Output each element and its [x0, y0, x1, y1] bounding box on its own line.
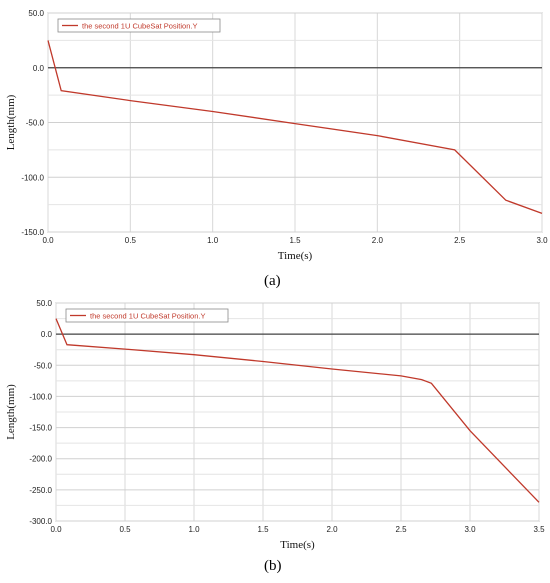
- x-tick-label: 2.0: [372, 236, 384, 245]
- x-tick-label: 0.5: [125, 236, 137, 245]
- x-tick-label: 1.0: [207, 236, 219, 245]
- y-tick-label: -50.0: [26, 119, 45, 128]
- legend-label: the second 1U CubeSat Position.Y: [82, 22, 198, 31]
- y-axis-title: Length(mm): [5, 384, 17, 440]
- legend-label: the second 1U CubeSat Position.Y: [90, 312, 206, 321]
- line-chart-b: 0.0 0.5 1.0 1.5 2.0 2.5 3.0 3.5 50.0 0.0 -50.0 -100…: [5, 300, 545, 551]
- y-tick-label: -100.0: [21, 173, 44, 182]
- legend-box: [65, 308, 229, 323]
- y-tick-label: -150.0: [21, 228, 44, 237]
- y-tick-label: -150.0: [29, 424, 52, 433]
- x-tick-label: 3.5: [533, 525, 545, 534]
- series-line: [55, 318, 540, 503]
- x-tick-label: 1.0: [188, 525, 200, 534]
- y-axis-title: Length(mm): [5, 94, 17, 150]
- y-tick-label: 50.0: [28, 9, 44, 18]
- caption-b: (b): [264, 558, 282, 574]
- y-tick-label: -300.0: [29, 517, 52, 526]
- line-chart-a: 0.0 0.5 1.0 1.5 2.0 2.5 3.0 50.0 0.0 -50.0 -100.0 -…: [5, 9, 548, 262]
- y-tick-label: -250.0: [29, 486, 52, 495]
- x-tick-label: 2.5: [395, 525, 407, 534]
- x-axis-title: Time(s): [278, 250, 313, 262]
- x-tick-label: 3.0: [536, 236, 548, 245]
- x-tick-label: 0.0: [50, 525, 62, 534]
- x-tick-label: 1.5: [257, 525, 269, 534]
- y-tick-label: -100.0: [29, 392, 52, 401]
- y-tick-label: -200.0: [29, 455, 52, 464]
- x-tick-label: 2.0: [326, 525, 338, 534]
- series-line: [47, 40, 543, 215]
- chart-panel-a: 0.0 0.5 1.0 1.5 2.0 2.5 3.0 50.0 0.0 -50.0 -100.0 -…: [5, 9, 548, 289]
- x-axis-title: Time(s): [280, 539, 315, 551]
- y-tick-label: -50.0: [34, 361, 53, 370]
- x-tick-label: 0.0: [42, 236, 54, 245]
- caption-a: (a): [264, 273, 281, 289]
- y-tick-label: 0.0: [33, 64, 45, 73]
- y-tick-label: 50.0: [36, 300, 52, 308]
- x-tick-label: 2.5: [454, 236, 466, 245]
- chart-panel-b: 0.0 0.5 1.0 1.5 2.0 2.5 3.0 3.5 50.0 0.0 -50.0 -100…: [0, 300, 550, 583]
- legend-box: [57, 18, 221, 33]
- x-tick-label: 3.0: [464, 525, 476, 534]
- y-tick-label: 0.0: [41, 330, 53, 339]
- x-tick-label: 0.5: [119, 525, 131, 534]
- x-tick-label: 1.5: [289, 236, 301, 245]
